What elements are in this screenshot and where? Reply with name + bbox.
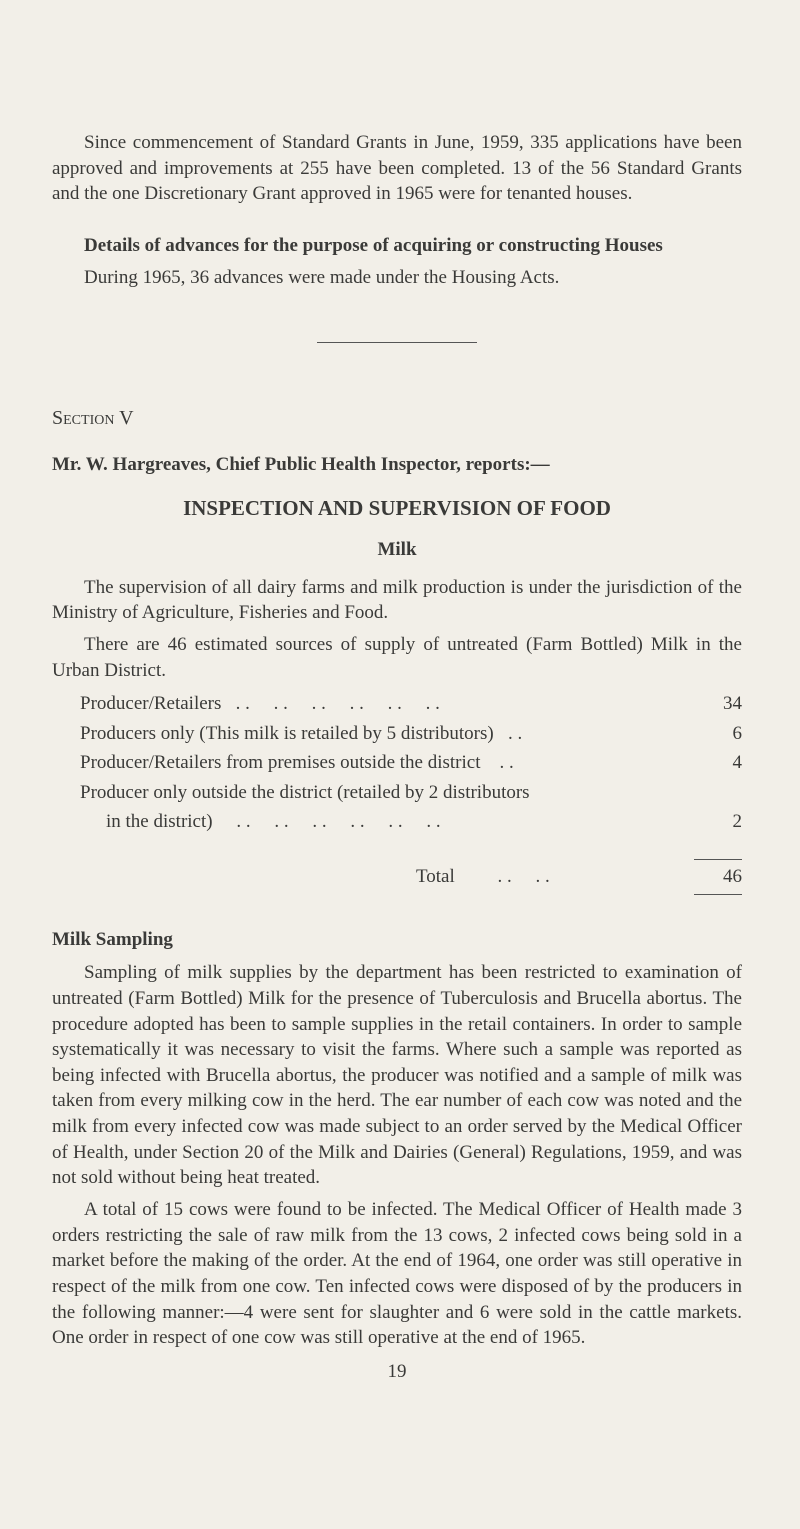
list-item: Producer/Retailers . . . . . . . . . . .…	[80, 689, 742, 718]
milk-sources-list: Producer/Retailers . . . . . . . . . . .…	[80, 689, 742, 900]
sampling-p1: Sampling of milk supplies by the departm…	[52, 960, 742, 1191]
total-rule-top	[694, 859, 742, 860]
leader-dots: . . . .	[455, 866, 692, 888]
list-label: Producer only outside the district (reta…	[80, 778, 530, 807]
page: Since commencement of Standard Grants in…	[0, 0, 800, 1430]
section-subtitle: Milk	[52, 539, 742, 561]
section-label: Section V	[52, 405, 742, 432]
list-label: Producers only (This milk is retailed by…	[80, 719, 494, 748]
section-title: INSPECTION AND SUPERVISION OF FOOD	[52, 496, 742, 521]
leader-dots: . .	[480, 748, 692, 777]
list-item: Producer only outside the district (reta…	[80, 778, 742, 807]
leader-dots: . . . . . . . . . . . .	[221, 689, 692, 718]
list-label: Producer/Retailers	[80, 689, 221, 718]
list-value: 2	[692, 807, 742, 836]
reporter-line: Mr. W. Hargreaves, Chief Public Health I…	[52, 452, 742, 478]
list-item: Producer/Retailers from premises outside…	[80, 748, 742, 777]
list-value: 4	[692, 748, 742, 777]
page-number: 19	[52, 1359, 742, 1385]
leader-dots: . .	[494, 719, 692, 748]
list-label: Producer/Retailers from premises outside…	[80, 748, 480, 777]
total-rule-bottom	[694, 894, 742, 895]
milk-p1: The supervision of all dairy farms and m…	[52, 575, 742, 626]
list-value: 34	[692, 689, 742, 718]
list-item: Producers only (This milk is retailed by…	[80, 719, 742, 748]
advances-paragraph: During 1965, 36 advances were made under…	[52, 265, 742, 291]
list-value: 6	[692, 719, 742, 748]
total-label: Total	[416, 866, 455, 888]
total-row: Total . . . . 46	[80, 853, 742, 901]
divider-rule	[317, 342, 477, 343]
total-value: 46	[692, 866, 742, 888]
sampling-p2: A total of 15 cows were found to be infe…	[52, 1197, 742, 1351]
sampling-heading: Milk Sampling	[52, 927, 742, 953]
intro-paragraph: Since commencement of Standard Grants in…	[52, 130, 742, 207]
list-item-continuation: in the district) . . . . . . . . . . . .…	[80, 807, 742, 836]
leader-dots: . . . . . . . . . . . .	[213, 807, 692, 836]
advances-heading: Details of advances for the purpose of a…	[52, 233, 742, 259]
milk-p2: There are 46 estimated sources of supply…	[52, 632, 742, 683]
list-label: in the district)	[80, 807, 213, 836]
